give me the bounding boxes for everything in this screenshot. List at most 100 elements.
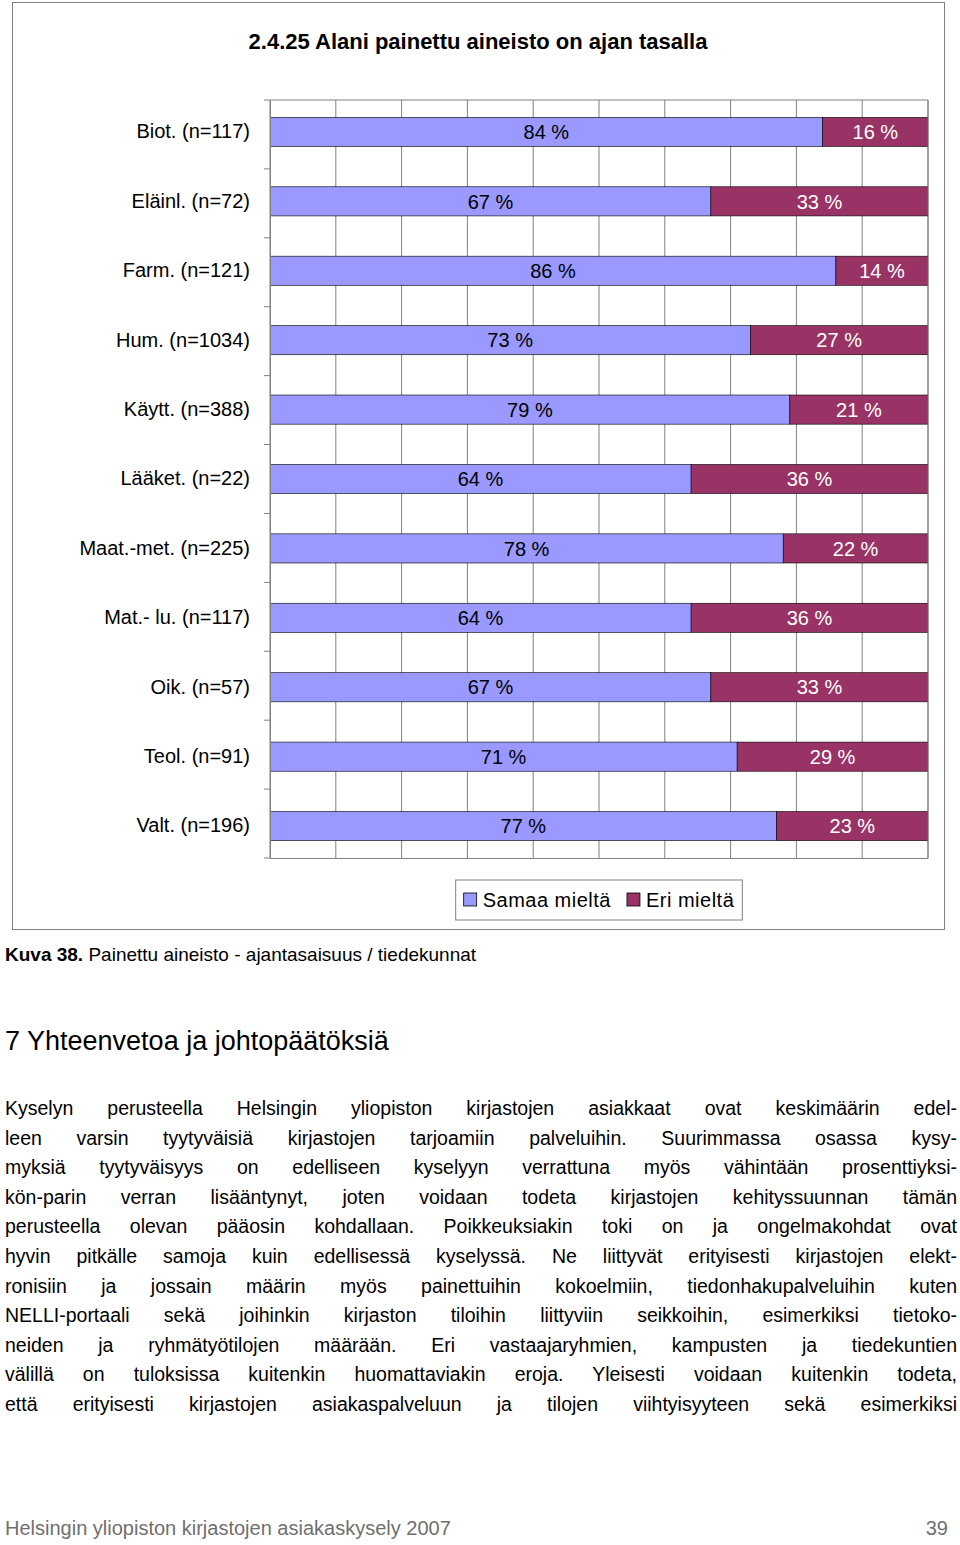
data-label: 36 %	[787, 468, 833, 490]
y-tick: Käytt. (n=388)	[124, 398, 250, 420]
bar	[737, 742, 928, 771]
y-separator	[264, 100, 270, 101]
y-tick-label: Teol. (n=91)	[144, 745, 250, 767]
legend-box	[456, 880, 743, 920]
data-label: 84 %	[524, 121, 570, 143]
y-separator	[264, 237, 270, 238]
y-tick: Hum. (n=1034)	[116, 329, 250, 351]
y-tick: Teol. (n=91)	[144, 745, 250, 767]
bar	[270, 464, 691, 493]
bar	[691, 603, 928, 632]
caption-text: Painettu aineisto - ajantasaisuus / tied…	[88, 944, 476, 965]
data-label: 67 %	[468, 676, 514, 698]
data-label: 23 %	[830, 815, 876, 837]
y-tick: Farm. (n=121)	[123, 259, 250, 281]
y-tick: Lääket. (n=22)	[120, 467, 250, 489]
y-separator	[264, 789, 270, 790]
data-label: 86 %	[530, 260, 576, 282]
data-label: 33 %	[797, 191, 843, 213]
text-line: että erityisesti kirjastojen asiakaspalv…	[5, 1390, 957, 1420]
bar	[270, 742, 737, 771]
bar	[823, 117, 928, 146]
y-separator	[264, 444, 270, 445]
y-separator	[264, 720, 270, 721]
y-tick-label: Lääket. (n=22)	[120, 467, 250, 489]
grid	[270, 100, 928, 858]
legend-label: Eri mieltä	[646, 889, 735, 911]
bar	[691, 464, 928, 493]
bar	[270, 811, 777, 840]
y-separator	[264, 306, 270, 307]
bar	[270, 256, 836, 285]
text-line: NELLI-portaali sekä joihinkin kirjaston …	[5, 1301, 957, 1331]
data-label: 36 %	[787, 607, 833, 629]
section-heading: 7 Yhteenvetoa ja johtopäätöksiä	[5, 1026, 389, 1057]
y-tick-label: Hum. (n=1034)	[116, 329, 250, 351]
chart: 2.4.25 Alani painettu aineisto on ajan t…	[0, 0, 960, 935]
bar	[711, 187, 928, 216]
bar	[790, 395, 928, 424]
legend-label: Samaa mieltä	[483, 889, 612, 911]
data-label: 71 %	[481, 746, 527, 768]
y-separator	[264, 582, 270, 583]
y-tick-label: Farm. (n=121)	[123, 259, 250, 281]
bar	[270, 117, 823, 146]
data-label: 67 %	[468, 191, 514, 213]
y-tick: Valt. (n=196)	[136, 814, 250, 836]
x-axis	[271, 858, 929, 860]
legend: Samaa mieltä Eri mieltä	[456, 880, 743, 920]
text-line: leen varsin tyytyväisiä kirjastojen tarj…	[5, 1124, 957, 1154]
bar	[270, 534, 783, 563]
paragraph: Kyselyn perusteella Helsingin yliopiston…	[5, 1094, 957, 1420]
data-label: 64 %	[458, 607, 504, 629]
data-label: 16 %	[853, 121, 899, 143]
plot-border	[928, 100, 929, 858]
y-tick: Biot. (n=117)	[136, 120, 250, 142]
plot-area	[270, 100, 928, 858]
y-separator	[264, 513, 270, 514]
bar	[270, 187, 711, 216]
bars	[270, 117, 928, 840]
y-tick: Mat.- lu. (n=117)	[104, 606, 250, 628]
y-separator	[264, 858, 270, 859]
y-axis-line	[270, 101, 271, 859]
text-line: välillä on tuloksissa kuitenkin huomatta…	[5, 1360, 957, 1390]
page-number: 39	[926, 1517, 948, 1540]
text-line: Kyselyn perusteella Helsingin yliopiston…	[5, 1094, 957, 1124]
legend-swatch	[464, 893, 477, 906]
y-tick-label: Mat.- lu. (n=117)	[104, 606, 250, 628]
grid-line	[270, 100, 271, 858]
bar	[711, 673, 928, 702]
text-line: ronisiin ja jossain määrin myös painettu…	[5, 1272, 957, 1302]
y-axis: Biot. (n=117) Eläinl. (n=72) Farm. (n=121)…	[79, 101, 270, 859]
text-line: perusteella olevan pääosin kohdallaan. P…	[5, 1212, 957, 1242]
legend-swatch	[627, 893, 640, 906]
y-separator	[264, 651, 270, 652]
data-label: 73 %	[487, 329, 533, 351]
data-label: 78 %	[504, 538, 550, 560]
data-label: 27 %	[816, 329, 862, 351]
y-tick: Eläinl. (n=72)	[132, 190, 250, 212]
data-label: 21 %	[836, 399, 882, 421]
bar	[836, 256, 928, 285]
y-tick-label: Maat.-met. (n=225)	[79, 537, 250, 559]
y-tick-label: Käytt. (n=388)	[124, 398, 250, 420]
data-label: 33 %	[797, 676, 843, 698]
y-tick-label: Eläinl. (n=72)	[132, 190, 250, 212]
y-tick-label: Biot. (n=117)	[136, 120, 250, 142]
x-axis-line	[271, 858, 929, 859]
data-label: 77 %	[501, 815, 547, 837]
data-label: 79 %	[507, 399, 553, 421]
caption-label: Kuva 38.	[5, 944, 83, 965]
grid-line	[928, 100, 929, 858]
data-label: 29 %	[810, 746, 856, 768]
y-tick-label: Oik. (n=57)	[151, 676, 250, 698]
data-label: 64 %	[458, 468, 504, 490]
y-tick-label: Valt. (n=196)	[136, 814, 250, 836]
bar	[783, 534, 928, 563]
chart-title: 2.4.25 Alani painettu aineisto on ajan t…	[249, 29, 709, 54]
y-separator	[264, 168, 270, 169]
text-line: neiden ja ryhmätyötilojen määrään. Eri v…	[5, 1331, 957, 1361]
y-tick: Maat.-met. (n=225)	[79, 537, 250, 559]
data-label: 14 %	[859, 260, 905, 282]
